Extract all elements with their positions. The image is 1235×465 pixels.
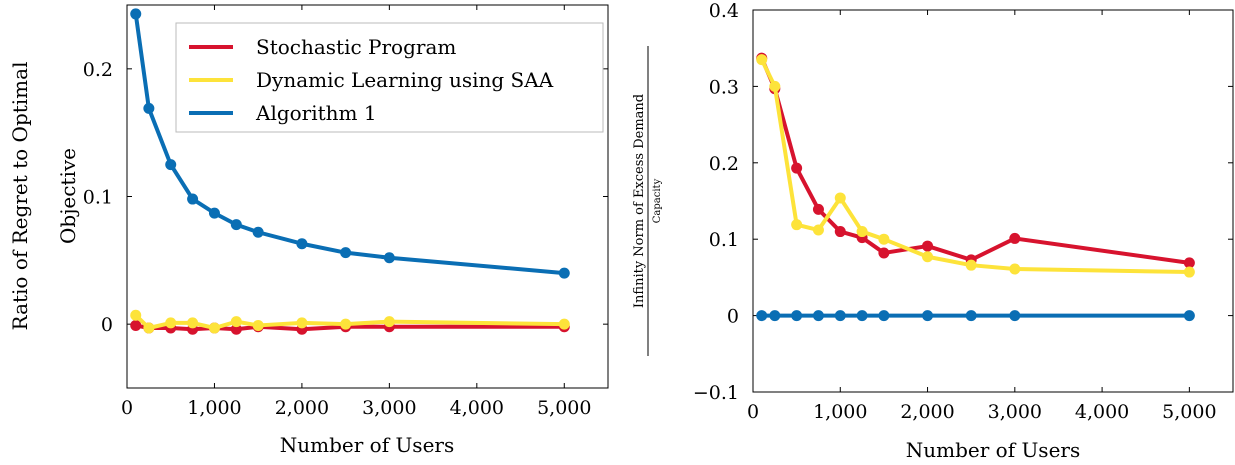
chart-left: 0 1,000 2,000 3,000 4,000 5,000 0 0.1 0.2 Ratio … [8,4,609,457]
left-point-algorithm-1 [558,267,570,279]
left-point-dynamic-learning-using-saa [130,309,142,321]
right-point-algorithm-1 [965,310,977,322]
legend-label-saa: Dynamic Learning using SAA [256,68,554,92]
left-xtick-label: 1,000 [187,397,241,419]
right-xtick-label: 3,000 [988,401,1042,423]
left-point-algorithm-1 [208,207,220,219]
legend-label-algorithm1: Algorithm 1 [255,101,377,125]
left-point-dynamic-learning-using-saa [208,322,220,334]
right-point-dynamic-learning-using-saa [856,226,868,238]
left-point-algorithm-1 [143,102,155,114]
left-point-dynamic-learning-using-saa [383,316,395,328]
right-ytick-label: 0.1 [709,229,739,251]
right-point-dynamic-learning-using-saa [878,233,890,245]
right-point-dynamic-learning-using-saa [1009,263,1021,275]
left-point-dynamic-learning-using-saa [230,316,242,328]
legend-label-stochastic: Stochastic Program [256,35,456,59]
right-point-algorithm-1 [769,310,781,322]
right-ylabel-denominator: Capacity [652,178,663,223]
right-xtick-label: 0 [747,401,759,423]
right-point-algorithm-1 [1183,310,1195,322]
right-xtick-label: 1,000 [813,401,867,423]
right-point-algorithm-1 [834,310,846,322]
left-xtick-label: 2,000 [275,397,329,419]
right-plot-frame [752,9,1234,393]
right-ylabel-numerator: Infinity Norm of Excess Demand [632,94,647,308]
right-point-stochastic-program [834,226,846,238]
right-point-stochastic-program [922,240,934,252]
right-point-dynamic-learning-using-saa [1183,266,1195,278]
left-ytick-label: 0 [101,314,113,336]
right-point-stochastic-program [812,203,824,215]
right-point-algorithm-1 [812,310,824,322]
left-point-algorithm-1 [187,193,199,205]
right-point-dynamic-learning-using-saa [769,80,781,92]
right-point-dynamic-learning-using-saa [922,251,934,263]
right-ylabel-fraction: Infinity Norm of Excess Demand Capacity [632,46,663,356]
right-ytick-label: 0 [727,306,739,328]
right-point-dynamic-learning-using-saa [791,219,803,231]
left-point-algorithm-1 [383,252,395,264]
right-point-dynamic-learning-using-saa [834,192,846,204]
left-point-algorithm-1 [252,226,264,238]
left-point-algorithm-1 [340,247,352,259]
right-xtick-label: 2,000 [900,401,954,423]
left-xtick-label: 4,000 [450,397,504,419]
left-point-dynamic-learning-using-saa [296,317,308,329]
left-xtick-label: 3,000 [362,397,416,419]
right-series-line-stochastic-program [759,56,1192,265]
left-point-algorithm-1 [230,219,242,231]
right-ytick-label: 0.4 [709,0,739,22]
legend-box [175,22,604,133]
right-ytick-label: −0.1 [693,382,739,404]
left-ylabel-line2: Objective [56,148,80,244]
left-point-algorithm-1 [130,8,142,20]
right-ticks: 0 1,000 2,000 3,000 4,000 5,000 −0.1 0 0.1 0.2 0.3… [693,0,1233,423]
right-ytick-label: 0.2 [709,153,739,175]
left-series [130,8,570,335]
left-point-algorithm-1 [165,159,177,171]
right-point-algorithm-1 [922,310,934,322]
right-point-dynamic-learning-using-saa [812,224,824,236]
right-series [756,52,1195,322]
left-point-dynamic-learning-using-saa [340,318,352,330]
right-point-algorithm-1 [1009,310,1021,322]
right-point-algorithm-1 [756,310,768,322]
left-xlabel: Number of Users [280,433,454,457]
left-ytick-label: 0.1 [83,187,113,209]
right-point-dynamic-learning-using-saa [756,54,768,66]
left-point-dynamic-learning-using-saa [165,317,177,329]
legend: Stochastic Program Dynamic Learning usin… [175,22,604,133]
chart-right: 0 1,000 2,000 3,000 4,000 5,000 −0.1 0 0.1 0.2 0.3… [632,0,1234,462]
left-point-dynamic-learning-using-saa [252,319,264,331]
left-ytick-label: 0.2 [83,59,113,81]
left-ticks: 0 1,000 2,000 3,000 4,000 5,000 0 0.1 0.2 [83,5,608,419]
right-xtick-label: 5,000 [1162,401,1216,423]
left-xtick-label: 0 [121,397,133,419]
right-xlabel: Number of Users [906,438,1080,462]
right-point-algorithm-1 [791,310,803,322]
left-point-stochastic-program [130,319,142,331]
left-point-stochastic-program [230,323,242,335]
left-point-dynamic-learning-using-saa [187,317,199,329]
right-point-dynamic-learning-using-saa [965,259,977,271]
left-point-algorithm-1 [296,238,308,250]
right-point-stochastic-program [878,247,890,259]
left-xtick-label: 5,000 [537,397,591,419]
left-point-dynamic-learning-using-saa [143,322,155,334]
right-series-line-dynamic-learning-using-saa [759,57,1192,275]
left-point-dynamic-learning-using-saa [558,318,570,330]
right-point-stochastic-program [1009,232,1021,244]
right-point-algorithm-1 [878,310,890,322]
right-point-algorithm-1 [856,310,868,322]
right-point-stochastic-program [791,162,803,174]
left-ylabel-line1: Ratio of Regret to Optimal [8,62,32,331]
right-ytick-label: 0.3 [709,76,739,98]
right-xtick-label: 4,000 [1075,401,1129,423]
right-point-stochastic-program [1183,257,1195,269]
